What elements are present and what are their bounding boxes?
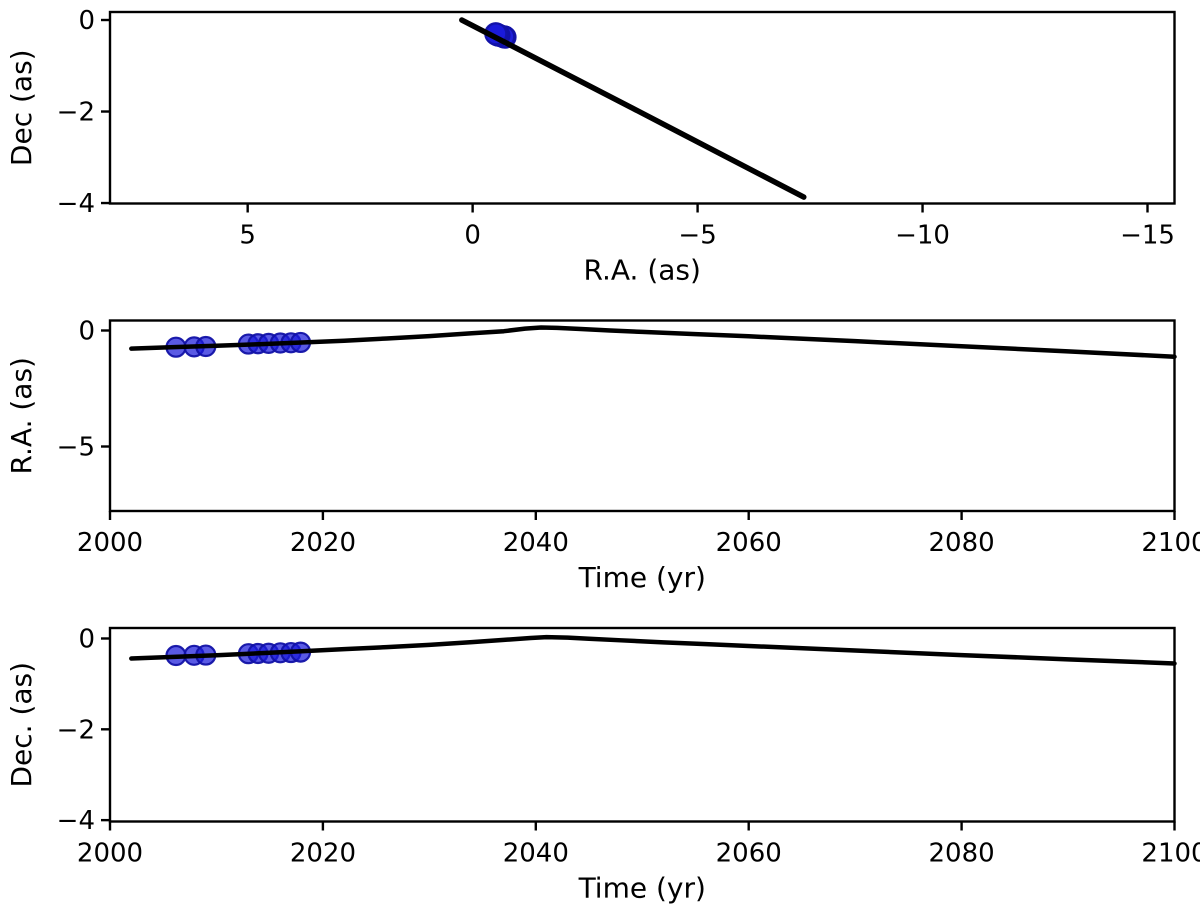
y-tick-label: −4: [57, 806, 95, 836]
x-tick-label: 2080: [929, 839, 995, 869]
x-tick-label: 2020: [290, 528, 356, 558]
y-tick-label: −2: [57, 98, 95, 128]
subplot-sky-plot: 5 0 −5 −10 −15 0 −2 −4 R.A. (as) Dec (as): [5, 6, 1176, 287]
axes-frame: [108, 319, 1176, 513]
x-tick-label: 2100: [1141, 528, 1200, 558]
axes-frame: [108, 626, 1176, 823]
x-tick-label: 2020: [290, 839, 356, 869]
y-axis-label: Dec. (as): [5, 662, 38, 788]
subplot-dec-time-plot: 2000 2020 2040 2060 2080 2100 0 −2 −4 Time (yr) De…: [5, 624, 1200, 904]
x-tick-label: 2100: [1141, 839, 1200, 869]
y-tick-label: 0: [78, 624, 95, 654]
y-tick-label: 0: [78, 316, 95, 346]
y-tick-label: −5: [57, 433, 95, 463]
x-tick-label: 0: [464, 221, 481, 251]
x-tick-label: 2040: [503, 839, 569, 869]
y-tick-label: 0: [78, 6, 95, 36]
y-tick-label: −4: [57, 189, 95, 219]
y-tick-label: −2: [57, 715, 95, 745]
x-tick-label: −5: [678, 221, 716, 251]
x-tick-label: 2060: [716, 839, 782, 869]
series-model-trajectory: [459, 17, 807, 200]
x-tick-label: 2060: [716, 528, 782, 558]
x-tick-label: 2080: [929, 528, 995, 558]
x-axis-label: Time (yr): [578, 561, 706, 594]
x-tick-label: −10: [895, 221, 950, 251]
y-axis-label: R.A. (as): [5, 357, 38, 474]
x-tick-label: 2040: [503, 528, 569, 558]
series-model-ra: [129, 325, 1177, 359]
x-axis-label: R.A. (as): [584, 254, 701, 287]
axes-frame: [108, 10, 1176, 205]
x-tick-label: 5: [239, 221, 256, 251]
y-axis-label: Dec (as): [5, 49, 38, 166]
x-axis-label: Time (yr): [578, 872, 706, 905]
x-tick-label: 2000: [77, 528, 143, 558]
subplot-ra-time-plot: 2000 2020 2040 2060 2080 2100 0 −5 Time (yr) R.A.…: [5, 316, 1200, 594]
x-tick-label: −15: [1120, 221, 1175, 251]
x-tick-label: 2000: [77, 839, 143, 869]
series-model-dec: [129, 634, 1177, 666]
